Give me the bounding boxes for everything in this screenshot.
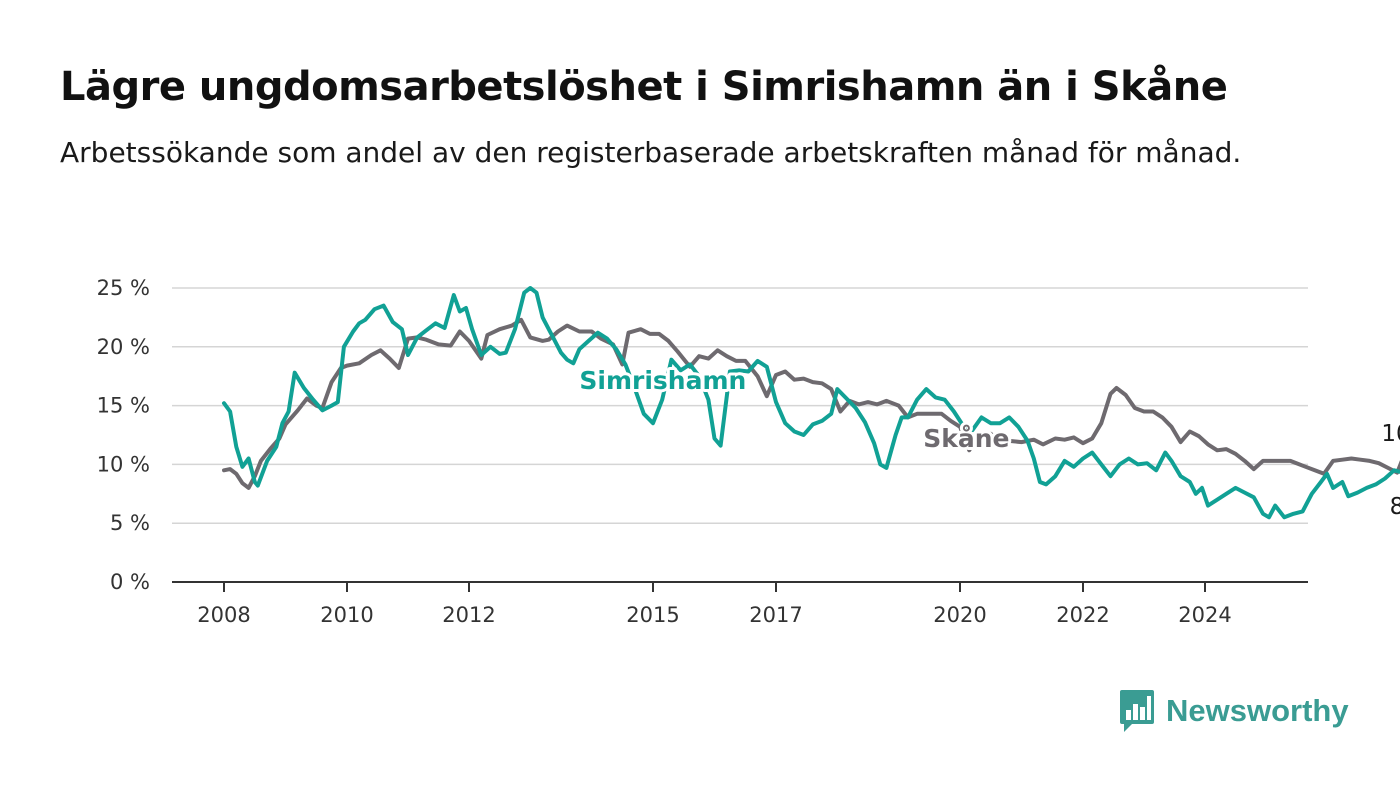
chart-title: Lägre ungdomsarbetslöshet i Simrishamn ä… (60, 64, 1228, 110)
x-tick-label: 2015 (626, 603, 679, 627)
y-tick-label: 10 % (97, 452, 150, 476)
bar-chart-bubble-icon (1120, 690, 1154, 732)
x-tick-label: 2022 (1056, 603, 1109, 627)
x-tick-label: 2012 (442, 603, 495, 627)
y-tick-label: 15 % (97, 394, 150, 418)
x-axis-ticks: 2008 2010 2012 2015 2017 2020 2022 2024 (197, 582, 1232, 627)
y-gridlines (172, 287, 1308, 524)
series-labels: Simrishamn Skåne 10,7 % 8,4 % (576, 363, 1400, 523)
end-label-skane: 10,7 % (1381, 421, 1400, 447)
y-axis-tick-labels: 0 % 5 % 10 % 15 % 20 % 25 % (97, 276, 150, 594)
x-tick-label: 2008 (197, 603, 250, 627)
series-line-skane (222, 317, 1400, 490)
y-tick-label: 0 % (110, 570, 150, 594)
logo-text: Newsworthy (1166, 693, 1349, 728)
chart-subtitle: Arbetssökande som andel av den registerb… (60, 136, 1242, 169)
series-label-skane: Skåne (923, 424, 1009, 453)
x-tick-label: 2017 (749, 603, 802, 627)
x-tick-label: 2020 (933, 603, 986, 627)
newsworthy-logo: Newsworthy (1118, 688, 1349, 734)
y-tick-label: 20 % (97, 335, 150, 359)
x-tick-label: 2024 (1178, 603, 1231, 627)
x-tick-label: 2010 (320, 603, 373, 627)
y-tick-label: 25 % (97, 276, 150, 300)
series-label-simrishamn: Simrishamn (579, 366, 746, 395)
y-tick-label: 5 % (110, 511, 150, 535)
series-line-simrishamn (222, 286, 1400, 520)
end-label-simrishamn: 8,4 % (1390, 494, 1400, 520)
series-lines (222, 286, 1400, 520)
